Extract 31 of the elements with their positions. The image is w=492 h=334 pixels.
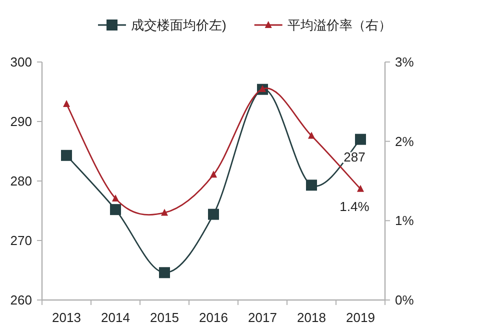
x-tick-label: 2017: [248, 310, 277, 325]
point: [63, 100, 70, 108]
data-label: 1.4%: [340, 198, 370, 214]
point: [355, 134, 366, 145]
y2-tick-label: 1%: [395, 213, 414, 228]
y-tick-label: 290: [10, 114, 32, 129]
x-tick-label: 2018: [297, 310, 326, 325]
point: [308, 132, 315, 139]
point: [110, 204, 121, 216]
point: [112, 194, 119, 202]
legend-label: 成交楼面均价左): [131, 18, 226, 32]
point: [210, 170, 217, 178]
y-tick-label: 260: [10, 292, 32, 308]
y2-tick-label: 2%: [395, 134, 414, 149]
y-tick-label: 300: [10, 54, 32, 70]
point: [357, 184, 364, 192]
y2-tick-label: 0%: [395, 292, 414, 308]
point: [61, 150, 72, 161]
legend-label: 平均溢价率（右）: [287, 18, 392, 32]
y2-tick-label: 3%: [395, 54, 414, 70]
point: [306, 180, 317, 191]
y-tick-label: 270: [10, 233, 32, 248]
x-tick-label: 2016: [199, 310, 228, 325]
x-tick-label: 2013: [52, 310, 81, 325]
point: [161, 208, 168, 216]
x-tick-label: 2014: [101, 310, 130, 325]
x-tick-label: 2019: [346, 310, 375, 325]
point: [159, 267, 170, 278]
y-tick-label: 280: [10, 174, 32, 188]
point: [208, 208, 219, 220]
x-tick-label: 2015: [150, 310, 179, 325]
